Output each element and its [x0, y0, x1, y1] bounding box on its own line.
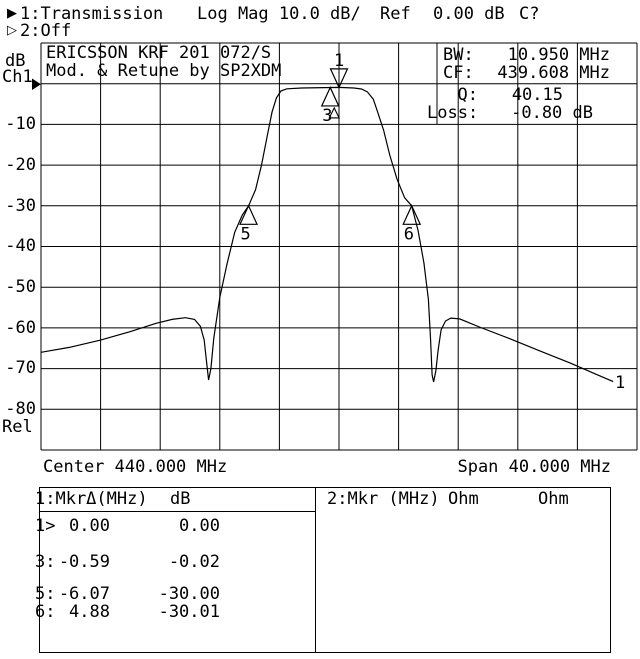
cf-label: CF: [443, 63, 474, 83]
marker-6-label: 6 [404, 224, 414, 244]
marker-table-header-underline [39, 511, 315, 512]
marker-row-db: -0.02 [168, 552, 220, 572]
channel1-active-icon: ▶ [7, 6, 17, 21]
marker-row-mhz: -0.59 [58, 552, 110, 572]
marker-row-db: 0.00 [179, 516, 220, 536]
cf-value: 439.608 MHz [497, 63, 610, 83]
q-label: Q: [457, 85, 478, 105]
span-label: Span 40.000 MHz [457, 457, 611, 477]
loss-label: Loss: [427, 103, 479, 123]
axis-unit-label: dB [5, 51, 26, 71]
ytick--60: -60 [5, 318, 36, 338]
marker-table-left-col: dB [170, 489, 191, 509]
marker-row-mhz: -6.07 [58, 584, 110, 604]
device-subtitle: Mod. & Retune by SP2XDM [46, 61, 282, 81]
ytick--10: -10 [5, 114, 36, 134]
marker-5-triangle-icon [239, 204, 258, 225]
marker-row-mhz: 0.00 [69, 516, 110, 536]
rel-label: Rel [2, 417, 33, 437]
marker-row-db: -30.00 [158, 584, 220, 604]
marker-6-triangle-icon [402, 204, 422, 225]
q-value: 40.15 [511, 85, 563, 105]
marker-table-right-title: 2:Mkr (MHz) [327, 489, 440, 509]
marker-3-triangle-icon [320, 86, 340, 107]
marker-1-label: 1 [334, 51, 344, 71]
channel-indicator: Ch1 [2, 67, 33, 87]
channel2-label: 2:Off [20, 21, 72, 41]
marker-1-triangle-icon [329, 68, 349, 89]
marker-row-id: 3: [35, 552, 56, 572]
ytick--80: -80 [5, 399, 36, 419]
marker-row-db: -30.01 [158, 602, 220, 622]
ytick--20: -20 [5, 155, 36, 175]
marker-table-divider [315, 487, 316, 652]
delta-reference-icon [328, 106, 341, 119]
loss-value: -0.80 dB [511, 103, 593, 123]
bw-label: BW: [443, 45, 474, 65]
marker-table-right-col2: Ohm [538, 489, 569, 509]
grid-lines [40, 42, 638, 451]
marker-3-label: 3 [322, 106, 332, 126]
ref-label: Ref [380, 4, 411, 24]
marker-row-id: 5: [35, 584, 56, 604]
trace-line [40, 86, 614, 383]
ytick--30: -30 [5, 196, 36, 216]
marker-row-mhz: 4.88 [69, 602, 110, 622]
trace-number-label: 1 [615, 373, 625, 393]
channel2-inactive-icon: ▷ [7, 23, 17, 38]
ref-value: 0.00 dB [433, 4, 505, 24]
channel1-label: 1:Transmission [20, 4, 164, 24]
marker-table [39, 487, 611, 653]
trace-markers: 1 3 5 6 [239, 51, 422, 244]
marker-table-right-col1: Ohm [448, 489, 479, 509]
cal-status: C? [519, 4, 540, 24]
ytick--40: -40 [5, 236, 36, 256]
marker-row-id: 6: [35, 602, 56, 622]
format-label: Log Mag 10.0 dB/ [197, 4, 361, 24]
reference-level-arrow-icon [32, 78, 41, 90]
ytick--70: -70 [5, 358, 36, 378]
device-title: ERICSSON KRF 201 072/S [46, 43, 272, 63]
center-frequency-label: Center 440.000 MHz [43, 457, 228, 477]
marker-table-left-title: 1:MkrΔ(MHz) [35, 489, 148, 509]
marker-5-label: 5 [241, 224, 251, 244]
marker-row-id: 1> [35, 516, 56, 536]
bw-value: 10.950 MHz [507, 45, 610, 65]
ytick--50: -50 [5, 277, 36, 297]
